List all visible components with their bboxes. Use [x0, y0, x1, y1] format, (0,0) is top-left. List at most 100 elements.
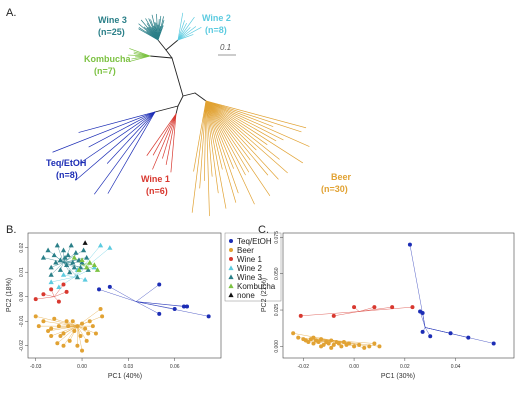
- point-beer: [70, 319, 75, 324]
- tree-leaf-beer: [205, 100, 223, 170]
- point-beer: [311, 335, 316, 340]
- point-teq: [466, 335, 471, 340]
- spider-line-wine3: [63, 262, 75, 268]
- tree-leaf-beer: [205, 100, 257, 151]
- point-wine3: [64, 262, 70, 267]
- point-beer: [67, 338, 72, 343]
- spider-line-beer: [57, 325, 78, 344]
- tree-leaf-beer: [205, 100, 284, 141]
- point-beer: [87, 319, 92, 324]
- tree-leaf-teq: [78, 111, 156, 133]
- legend-marker-kombucha: [228, 283, 234, 289]
- tree-backbone: [149, 55, 173, 59]
- plot-b-xlabel: PC1 (40%): [108, 373, 142, 380]
- tree-leaf-beer: [205, 100, 251, 161]
- spider-line-wine3: [63, 262, 89, 271]
- point-beer: [75, 343, 80, 348]
- point-beer: [93, 331, 98, 336]
- spider-line-teq: [109, 286, 137, 302]
- spider-line-wine1: [54, 291, 67, 297]
- legend-label-beer: Beer: [237, 246, 254, 255]
- point-wine1: [49, 287, 54, 292]
- y-tick-label-b: 0.00: [19, 292, 25, 302]
- spider-line-beer: [43, 320, 78, 327]
- point-beer: [61, 343, 66, 348]
- spider-line-beer: [333, 340, 375, 344]
- spider-line-teq: [419, 311, 426, 328]
- point-wine3: [51, 252, 57, 258]
- spider-line-wine1: [359, 306, 393, 312]
- tree-leaf-teq: [107, 111, 156, 194]
- point-beer: [46, 329, 51, 334]
- x-tick-label-b: 0.06: [170, 364, 180, 370]
- point-beer: [33, 314, 38, 319]
- tree-backbone: [175, 105, 179, 115]
- point-teq: [448, 331, 453, 336]
- point-beer: [98, 306, 103, 311]
- point-kombucha: [94, 267, 101, 272]
- point-beer: [72, 329, 77, 334]
- pca-plot-c: -0.02 0.00 0.02 0.04 0.000 0.025 0.050 0.075 PC…: [261, 231, 515, 380]
- plot-b-frame: [27, 232, 222, 359]
- point-wine1: [410, 305, 415, 310]
- spider-line-wine1: [35, 296, 55, 300]
- legend-marker-teq: [229, 239, 233, 243]
- legend-marker-wine1: [229, 257, 233, 261]
- point-beer: [377, 344, 382, 349]
- point-wine3: [67, 269, 73, 275]
- pca-plot-b: -0.03 0.00 0.03 0.06-0.02-0.010.000.010.02 …: [6, 232, 222, 380]
- point-wine1: [41, 292, 46, 297]
- x-tick-label-c: 0.02: [400, 364, 410, 370]
- point-wine1: [64, 289, 69, 294]
- spider-line-beer: [333, 340, 380, 347]
- legend-marker-beer: [229, 248, 233, 252]
- tree-leaf-beer: [205, 100, 303, 164]
- tree-leaf-kombucha: [129, 48, 151, 57]
- plot-b-ylabel: PC2 (18%): [6, 278, 13, 312]
- plot-b-content: [33, 240, 211, 353]
- y-tick-label-b: -0.01: [19, 315, 25, 327]
- point-wine3: [57, 257, 64, 263]
- point-wine1: [372, 305, 377, 310]
- point-wine3: [45, 247, 51, 253]
- point-beer: [326, 341, 331, 346]
- point-kombucha: [84, 264, 90, 270]
- spider-line-wine2: [58, 276, 75, 288]
- x-tick-label-b: -0.03: [30, 364, 42, 370]
- tree-backbone: [154, 105, 179, 113]
- point-beer: [78, 333, 83, 338]
- phylogenetic-tree: 0.1 Wine 3 (n=25) Wine 2 (n=8) Kombucha …: [46, 12, 352, 217]
- y-tick-label-c: 0.000: [274, 340, 280, 353]
- spider-line-wine3: [63, 249, 84, 263]
- spider-line-wine2: [51, 276, 75, 283]
- point-wine3: [70, 259, 76, 265]
- point-beer: [372, 341, 377, 346]
- spider-line-wine2: [74, 247, 110, 278]
- point-kombucha: [79, 257, 85, 263]
- point-wine3: [65, 252, 71, 258]
- y-tick-label-b: 0.01: [19, 267, 25, 277]
- spider-line-teq: [136, 301, 188, 307]
- tree-leaf-wine2: [177, 16, 195, 41]
- x-tick-label-b: 0.03: [123, 364, 133, 370]
- point-wine3: [74, 274, 81, 280]
- tree-leaf-beer: [205, 100, 246, 176]
- tree-leaf-beer: [205, 100, 239, 194]
- point-beer: [49, 333, 54, 338]
- point-wine1: [390, 305, 395, 310]
- plot-b-ticks: -0.03 0.00 0.03 0.06 -0.02 -0.01 0.00 0.01 0.02: [19, 243, 180, 370]
- point-beer: [306, 340, 311, 345]
- tree-leaf-teq: [106, 111, 156, 164]
- x-tick-label-c: 0.00: [349, 364, 359, 370]
- group-count-beer: (n=30): [321, 184, 348, 194]
- tree-leaf-beer: [205, 100, 310, 147]
- tree-leaf-wine2: [177, 27, 191, 41]
- point-beer: [86, 331, 91, 336]
- point-teq: [206, 314, 211, 319]
- legend-label-kombucha: Kombucha: [237, 282, 276, 291]
- tree-backbone: [165, 39, 179, 51]
- group-count-wine3: (n=25): [98, 27, 125, 37]
- point-beer: [80, 348, 85, 353]
- point-kombucha: [87, 259, 93, 265]
